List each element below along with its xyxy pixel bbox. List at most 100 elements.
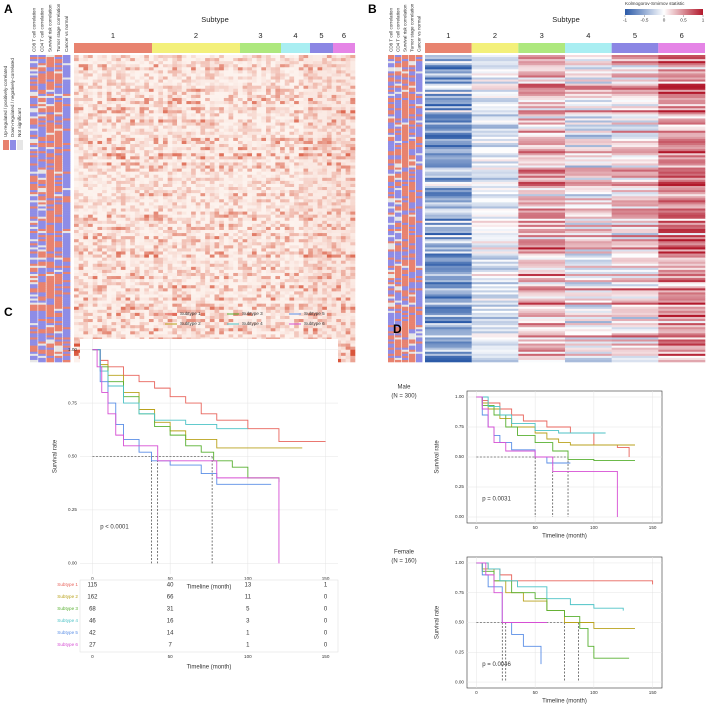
- heatmap-cell: [167, 113, 173, 117]
- heatmap-cell: [120, 242, 126, 246]
- heatmap-cell: [134, 94, 140, 99]
- heatmap-cell: [144, 263, 150, 268]
- heatmap-cell: [88, 79, 94, 83]
- heatmap-cell: [134, 58, 140, 62]
- heatmap-cell: [181, 101, 187, 105]
- annotation-cell: [38, 224, 46, 228]
- annotation-cell: [62, 108, 71, 111]
- heatmap-cell: [336, 226, 342, 231]
- heatmap-cell: [102, 260, 108, 265]
- heatmap-cell: [242, 202, 248, 206]
- heatmap-cell: [303, 125, 309, 129]
- heatmap-cell: [298, 236, 304, 240]
- heatmap-cell: [148, 125, 154, 129]
- heatmap-cell: [242, 122, 248, 126]
- heatmap-cell: [116, 82, 122, 86]
- heatmap-cell: [280, 199, 286, 203]
- heatmap-cell: [280, 260, 286, 265]
- heatmap-cell: [322, 116, 328, 120]
- heatmap-cell: [331, 79, 337, 83]
- heatmap-cell: [270, 122, 276, 126]
- heatmap-cell: [326, 97, 332, 102]
- heatmap-cell: [326, 254, 332, 258]
- heatmap-cell: [228, 85, 234, 90]
- heatmap-cell: [102, 242, 108, 246]
- heatmap-cell: [256, 122, 262, 126]
- heatmap-cell: [195, 168, 201, 172]
- heatmap-cell: [219, 171, 225, 176]
- heatmap-cell: [317, 150, 323, 154]
- heatmap-cell: [214, 125, 220, 129]
- heatmap-cell: [242, 101, 248, 105]
- heatmap-cell: [83, 119, 89, 123]
- heatmap-cell: [148, 202, 154, 206]
- heatmap-cell: [214, 67, 220, 71]
- heatmap-cell: [186, 217, 192, 222]
- heatmap-cell: [219, 128, 225, 133]
- heatmap-cell: [261, 94, 267, 99]
- heatmap-cell: [289, 110, 295, 114]
- annotation-cell: [62, 149, 71, 152]
- heatmap-cell: [266, 137, 271, 142]
- heatmap-cell: [350, 107, 356, 111]
- heatmap-cell: [247, 64, 253, 68]
- heatmap-cell: [83, 202, 89, 206]
- annotation-cell: [30, 231, 38, 234]
- heatmap-cell: [153, 205, 159, 209]
- heatmap-cell: [139, 131, 145, 136]
- annotation-cell: [46, 79, 54, 82]
- heatmap-cell: [261, 104, 267, 108]
- heatmap-cell: [172, 208, 178, 212]
- heatmap-cell: [120, 199, 126, 203]
- annotation-cell: [46, 314, 54, 318]
- heatmap-cell: [177, 208, 183, 212]
- heatmap-cell: [106, 76, 112, 80]
- heatmap-cell: [298, 79, 304, 83]
- heatmap-cell: [102, 180, 108, 185]
- heatmap-cell: [106, 223, 112, 228]
- heatmap-cell: [83, 205, 89, 209]
- heatmap-cell: [214, 128, 220, 133]
- heatmap-cell: [331, 183, 337, 188]
- heatmap-cell: [125, 128, 131, 133]
- heatmap-cell: [280, 174, 286, 179]
- heatmap-cell: [228, 226, 234, 231]
- heatmap-cell: [275, 55, 281, 59]
- heatmap-cell: [78, 217, 84, 222]
- heatmap-cell: [186, 180, 192, 185]
- heatmap-cell: [223, 214, 229, 219]
- heatmap-cell: [284, 55, 290, 59]
- heatmap-cell: [223, 168, 229, 172]
- heatmap-cell: [251, 248, 257, 252]
- annotation-cell: [38, 93, 46, 97]
- heatmap-cell: [88, 159, 94, 163]
- heatmap-cell: [275, 144, 281, 148]
- heatmap-cell: [308, 202, 314, 206]
- annotation-cell: [38, 337, 46, 340]
- heatmap-cell: [298, 140, 304, 145]
- heatmap-cell: [247, 82, 253, 86]
- heatmap-cell: [97, 64, 103, 68]
- heatmap-cell: [247, 248, 253, 252]
- heatmap-cell: [116, 248, 122, 252]
- heatmap-cell: [322, 140, 328, 145]
- heatmap-cell: [214, 229, 220, 234]
- heatmap-cell: [289, 104, 295, 108]
- annotation-cell: [54, 65, 63, 68]
- heatmap-cell: [294, 94, 300, 99]
- heatmap-cell: [162, 165, 168, 169]
- heatmap-cell: [78, 76, 84, 80]
- heatmap-cell: [275, 229, 281, 234]
- annotation-cell: [62, 310, 71, 314]
- heatmap-cell: [298, 94, 304, 99]
- heatmap-cell: [83, 159, 89, 163]
- heatmap-cell: [144, 205, 150, 209]
- heatmap-cell: [111, 79, 117, 83]
- heatmap-cell: [340, 196, 346, 200]
- heatmap-cell: [242, 97, 248, 102]
- annotation-cell: [62, 116, 71, 119]
- annotation-cell: [38, 288, 46, 291]
- heatmap-cell: [92, 122, 98, 126]
- heatmap-cell: [233, 257, 239, 261]
- heatmap-cell: [111, 233, 117, 237]
